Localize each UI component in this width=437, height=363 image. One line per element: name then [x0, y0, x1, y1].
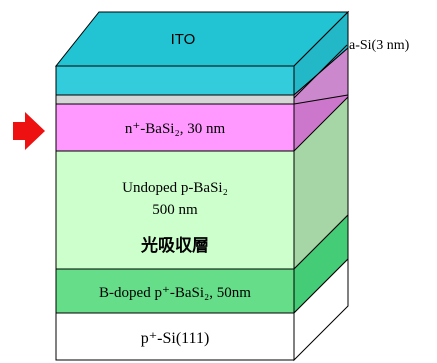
layer-undoped-basi2-label-0: Undoped p-BaSi₂ [122, 180, 228, 196]
layer-n-basi2-label-0: n⁺-BaSi₂, 30 nm [125, 121, 226, 137]
layer-undoped-basi2-label-2: 光吸収層 [140, 235, 209, 255]
arrow-right-icon [13, 112, 45, 150]
callout-line [293, 44, 348, 99]
layer-b-doped-basi2-label-0: B-doped p⁺-BaSi₂, 50nm [99, 285, 251, 301]
layer-n-basi2-front [55, 103, 295, 152]
layer-substrate-front [55, 312, 295, 361]
a-si-callout-label: a-Si(3 nm) [349, 38, 410, 53]
layer-ito-front [55, 65, 295, 96]
layer-b-doped-basi2-front [55, 268, 295, 314]
layer-undoped-basi2-label-1: 500 nm [152, 202, 198, 218]
layer-substrate-label-0: p⁺-Si(111) [141, 330, 210, 347]
substrate-side [293, 257, 349, 362]
layer-ito-label-0: ITO [171, 31, 196, 48]
layer-a-si-front [55, 94, 295, 105]
